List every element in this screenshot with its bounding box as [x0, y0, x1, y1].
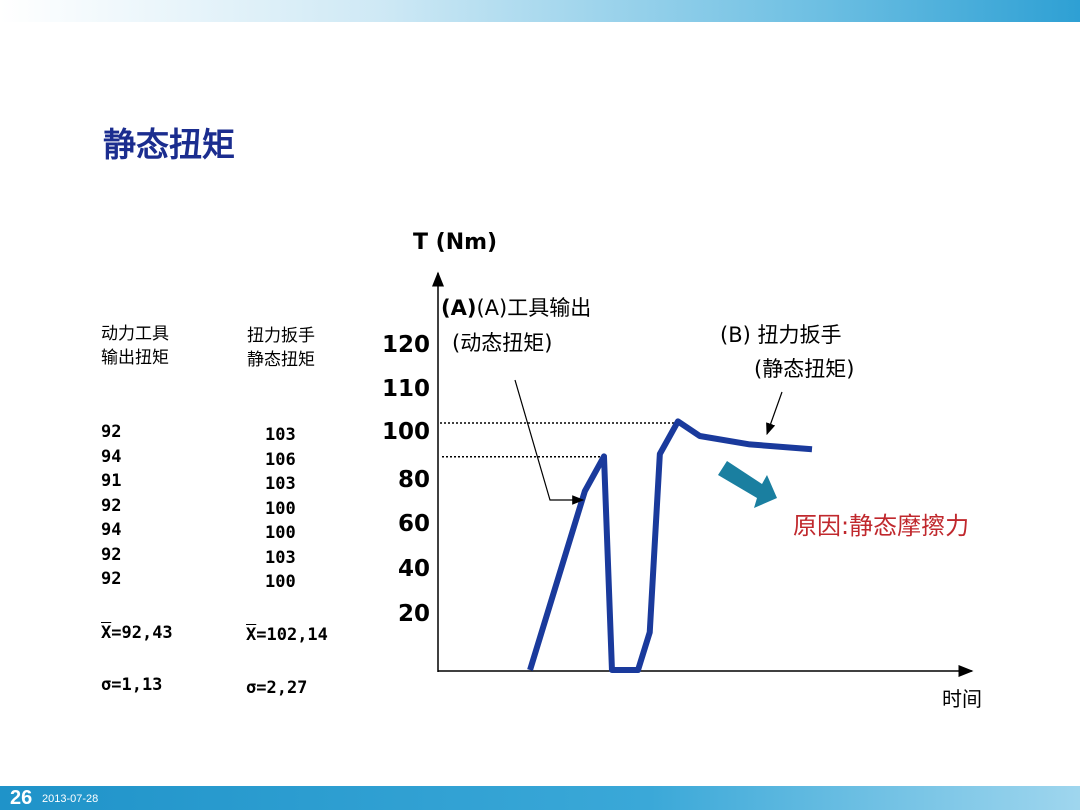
mean-value: =92,43 — [111, 623, 173, 643]
col1-sigma: σ=1,13 — [101, 675, 163, 695]
col2-values: 103 106 103 100 100 103 100 — [265, 423, 296, 595]
y-tick-label: 80 — [398, 467, 430, 493]
reason-text: 原因:静态摩擦力 — [793, 512, 969, 540]
annotation-b-line2: (静态扭矩) — [754, 357, 854, 381]
table-value: 100 — [265, 523, 296, 543]
page-number: 26 — [10, 787, 33, 809]
table-value: 92 — [101, 495, 122, 516]
table-value: 91 — [101, 471, 122, 491]
table-value: 100 — [265, 498, 296, 519]
decrease-arrow-icon — [718, 461, 777, 508]
slide-date: 2013-07-28 — [42, 793, 99, 805]
y-tick-label: 20 — [398, 601, 430, 627]
slide-title: 静态扭矩 — [103, 125, 235, 164]
table-value: 94 — [101, 446, 122, 467]
x-axis-label: 时间 — [942, 687, 982, 711]
table-value: 103 — [265, 474, 296, 494]
series-line — [527, 418, 813, 673]
y-tick-label: 60 — [398, 511, 430, 537]
table-value: 103 — [265, 425, 296, 445]
y-tick-label: 110 — [382, 376, 430, 402]
col2-header-line: 扭力扳手 — [247, 326, 315, 346]
top-banner — [0, 0, 1080, 22]
annotation-a-arrow — [514, 379, 585, 505]
table-value: 92 — [101, 544, 122, 565]
y-axis-label: T (Nm) — [413, 230, 497, 255]
table-value: 94 — [101, 520, 122, 540]
annotation-b-arrow — [766, 391, 783, 436]
col2-header: 扭力扳手 静态扭矩 — [247, 324, 315, 372]
col2-header-line: 静态扭矩 — [247, 350, 315, 370]
annotation-a-line2: (动态扭矩) — [452, 331, 552, 355]
table-value: 100 — [265, 572, 296, 592]
col1-header: 动力工具 输出扭矩 — [101, 322, 169, 370]
mean-value: =102,14 — [256, 625, 328, 645]
mean-symbol: X — [101, 623, 112, 643]
y-tick-label: 40 — [398, 556, 430, 582]
table-value: 103 — [265, 547, 296, 568]
col2-sigma: σ=2,27 — [246, 678, 308, 698]
table-value: 92 — [101, 422, 122, 442]
y-tick-label: 120 — [382, 332, 430, 358]
col1-mean: X=92,43 — [101, 623, 173, 643]
col1-header-line: 动力工具 — [101, 324, 169, 344]
y-tick-label: 100 — [382, 419, 430, 445]
col2-mean: X=102,14 — [246, 625, 328, 645]
mean-symbol: X — [246, 625, 257, 645]
table-value: 92 — [101, 569, 122, 589]
col1-header-line: 输出扭矩 — [101, 348, 169, 368]
table-value: 106 — [265, 449, 296, 470]
bottom-banner — [0, 786, 1080, 810]
col1-values: 92 94 91 92 94 92 92 — [101, 420, 121, 592]
annotation-a-line1: (A)(A)工具输出 — [441, 296, 591, 320]
annotation-b-line1: (B) 扭力扳手 — [720, 323, 841, 347]
